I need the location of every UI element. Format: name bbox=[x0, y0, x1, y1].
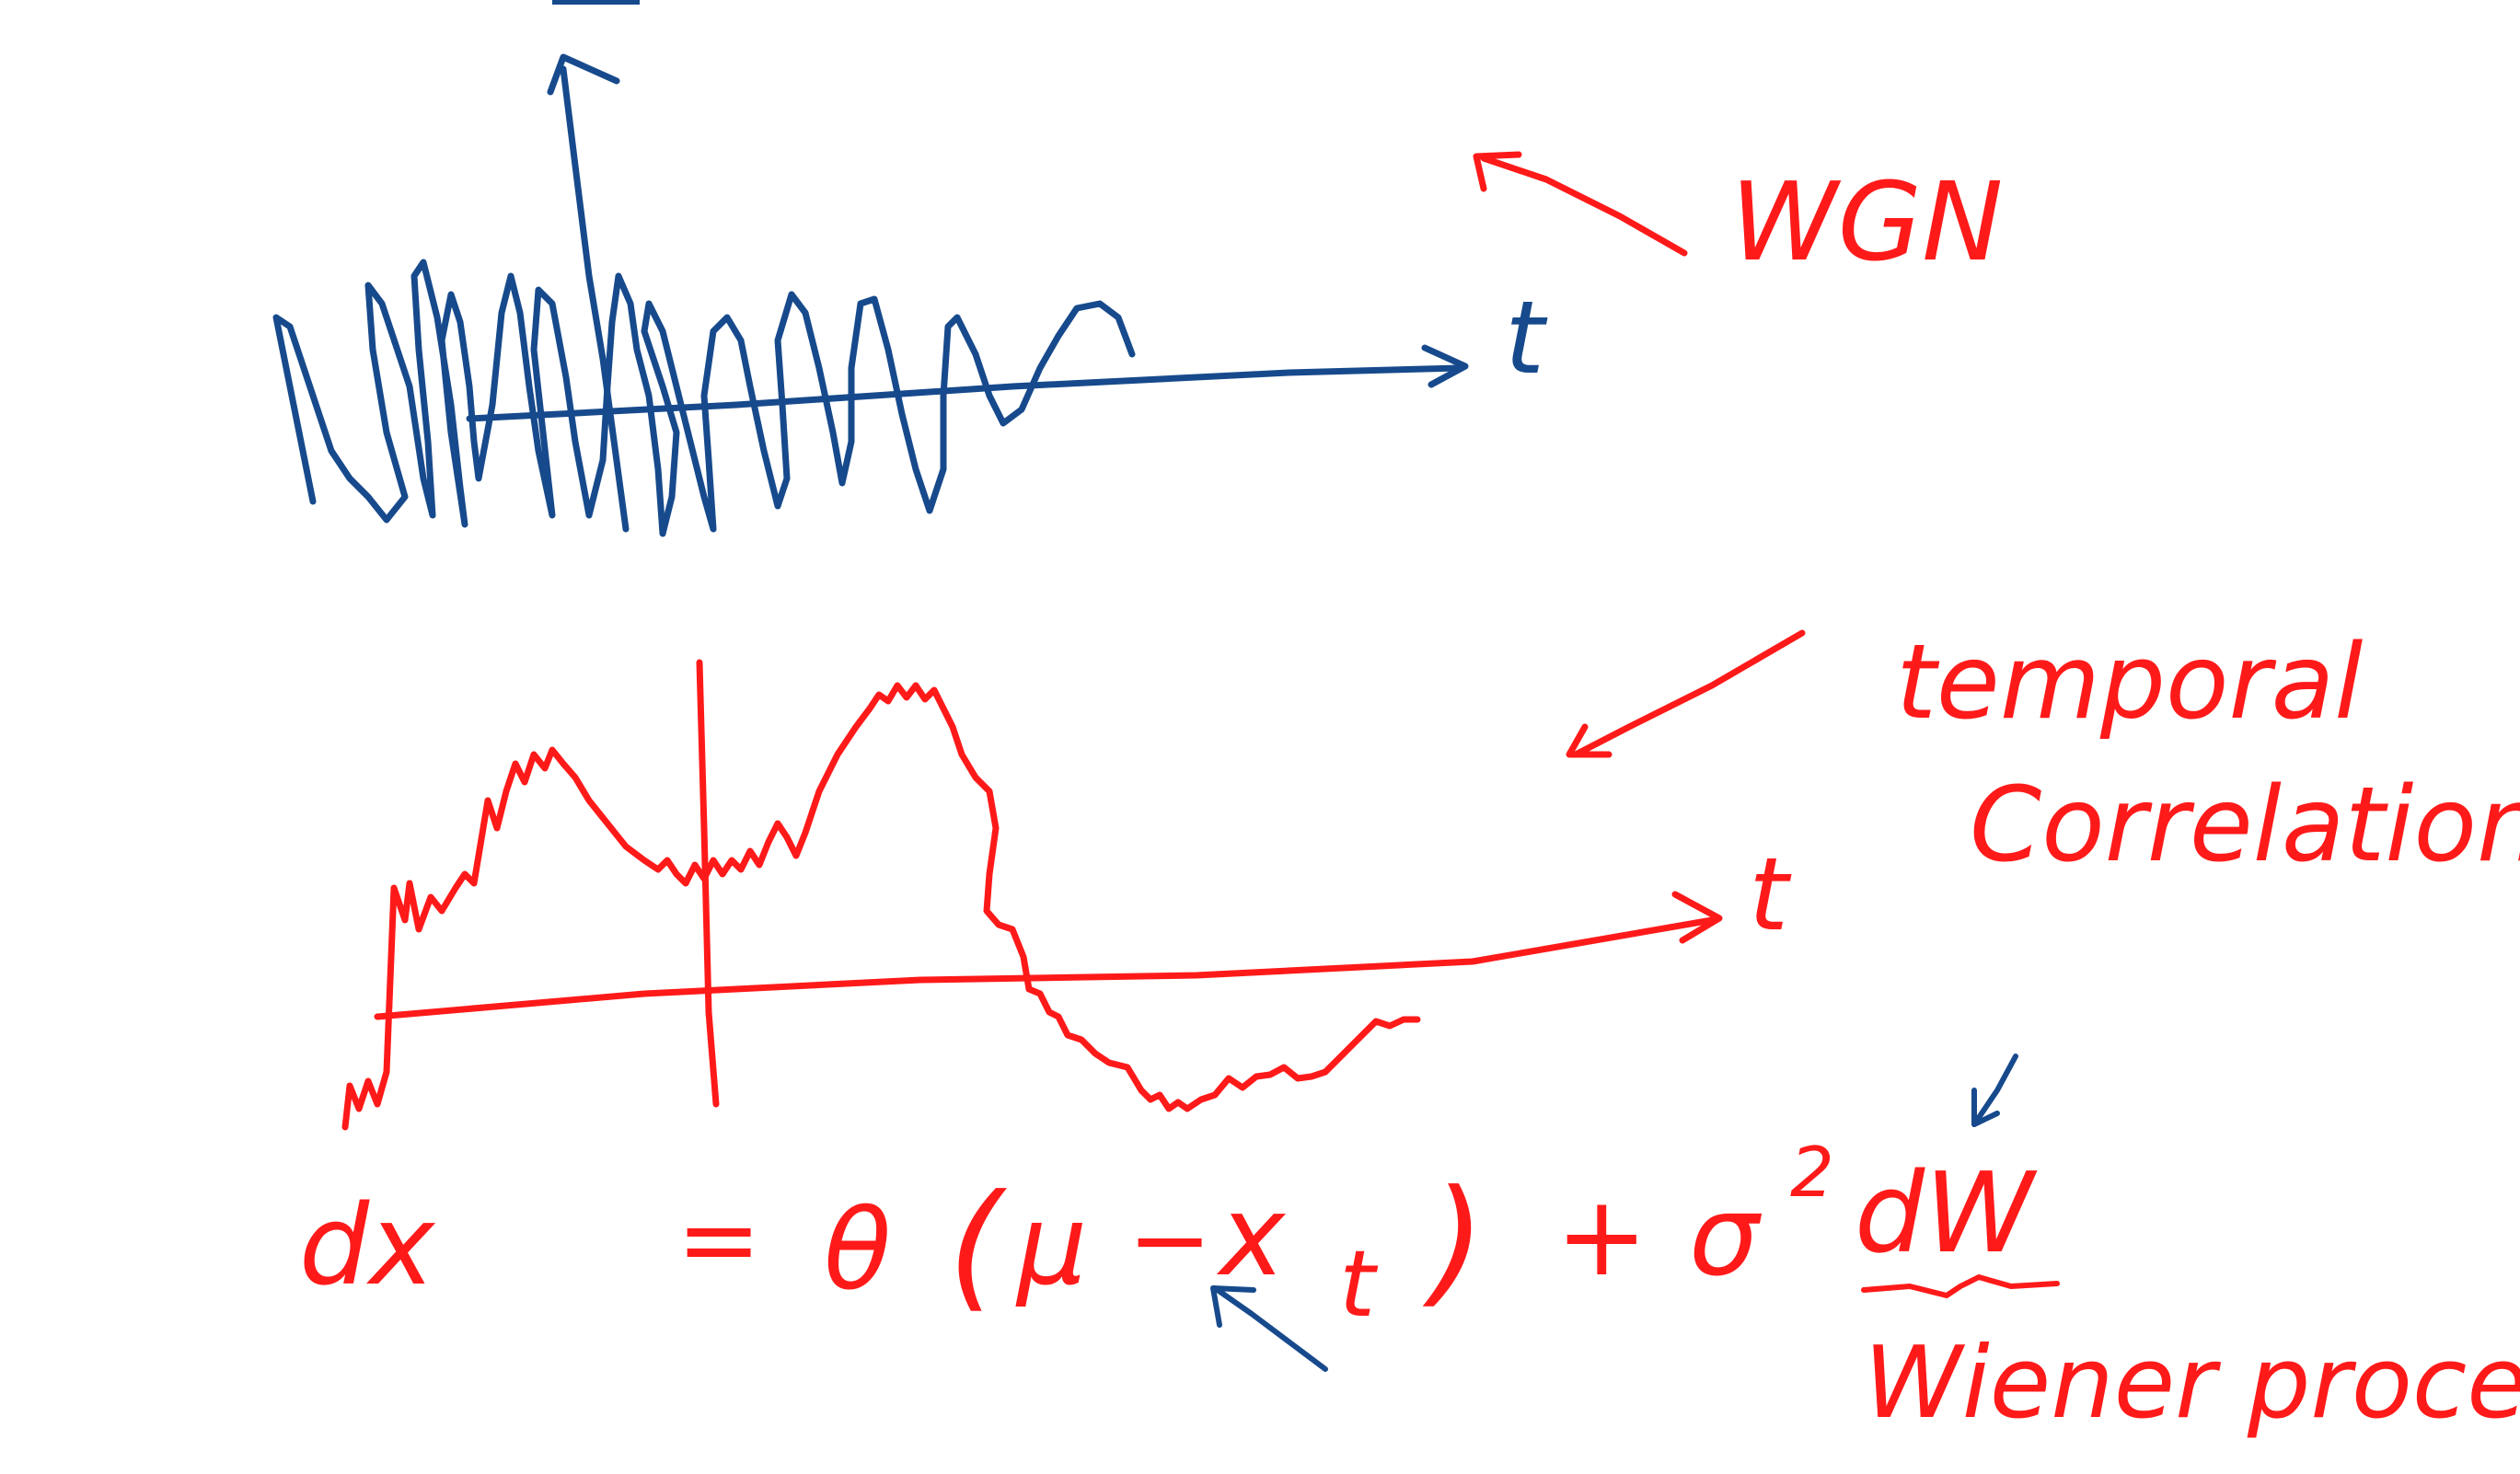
wgn-t-axis bbox=[466, 364, 1462, 422]
xt-pointer-arrowhead bbox=[1210, 1285, 1256, 1328]
dW-underbrace bbox=[1861, 1274, 2060, 1298]
equation-dW: dW bbox=[1855, 1150, 2038, 1278]
wgn-y-axis-arrowhead bbox=[547, 53, 620, 96]
wgn-label: WGN bbox=[1730, 158, 2003, 285]
xt-pointer-arrow bbox=[1212, 1285, 1328, 1372]
equation-subscript-t: t bbox=[1339, 1230, 1379, 1338]
wgn-t-axis-arrowhead bbox=[1421, 344, 1469, 388]
wiener-process-label: Wiener process bbox=[1864, 1326, 2520, 1441]
wgn-pointer-arrowhead bbox=[1473, 151, 1522, 192]
wgn-plot bbox=[272, 53, 1469, 537]
wgn-y-axis bbox=[560, 65, 630, 533]
equation-plus: + bbox=[1555, 1173, 1648, 1301]
equation-open-paren: ( bbox=[948, 1166, 1008, 1326]
correlation-pointer-arrowhead bbox=[1566, 723, 1613, 758]
wgn-signal-curve bbox=[272, 259, 1136, 537]
equation-theta: θ bbox=[824, 1187, 891, 1315]
ou-t-axis-label: t bbox=[1749, 835, 1792, 953]
ou-t-axis-arrowhead bbox=[1671, 891, 1723, 944]
equation-sigma-exponent: 2 bbox=[1790, 1132, 1834, 1213]
cropped-blue-mark bbox=[552, 0, 640, 5]
correlation-pointer-arrow bbox=[1572, 629, 1806, 758]
dW-pointer-arrowhead bbox=[1971, 1088, 2000, 1127]
equation-lhs-dx: dx bbox=[299, 1182, 436, 1310]
equation-sigma: σ bbox=[1689, 1173, 1763, 1301]
equation-mu: μ bbox=[1015, 1182, 1087, 1310]
wgn-t-axis-label: t bbox=[1505, 279, 1548, 397]
equation-equals: = bbox=[676, 1180, 761, 1298]
equation-close-paren: ) bbox=[1422, 1161, 1485, 1321]
equation-minus: − bbox=[1127, 1180, 1212, 1298]
correlation-label-line2: Correlation bbox=[1970, 766, 2520, 885]
equation-x: x bbox=[1216, 1173, 1287, 1301]
ou-plot bbox=[341, 659, 1723, 1131]
correlation-label-line1: temporal bbox=[1896, 623, 2363, 743]
ou-signal-curve bbox=[341, 682, 1421, 1131]
wgn-pointer-arrow bbox=[1480, 155, 1688, 257]
ou-y-axis bbox=[696, 659, 720, 1108]
ou-sde-equation: dx = θ ( μ − x t ) + σ 2 dW Wiener proce… bbox=[299, 1132, 2520, 1441]
dW-pointer-arrow bbox=[1971, 1054, 2018, 1127]
ou-t-axis bbox=[374, 916, 1716, 1020]
